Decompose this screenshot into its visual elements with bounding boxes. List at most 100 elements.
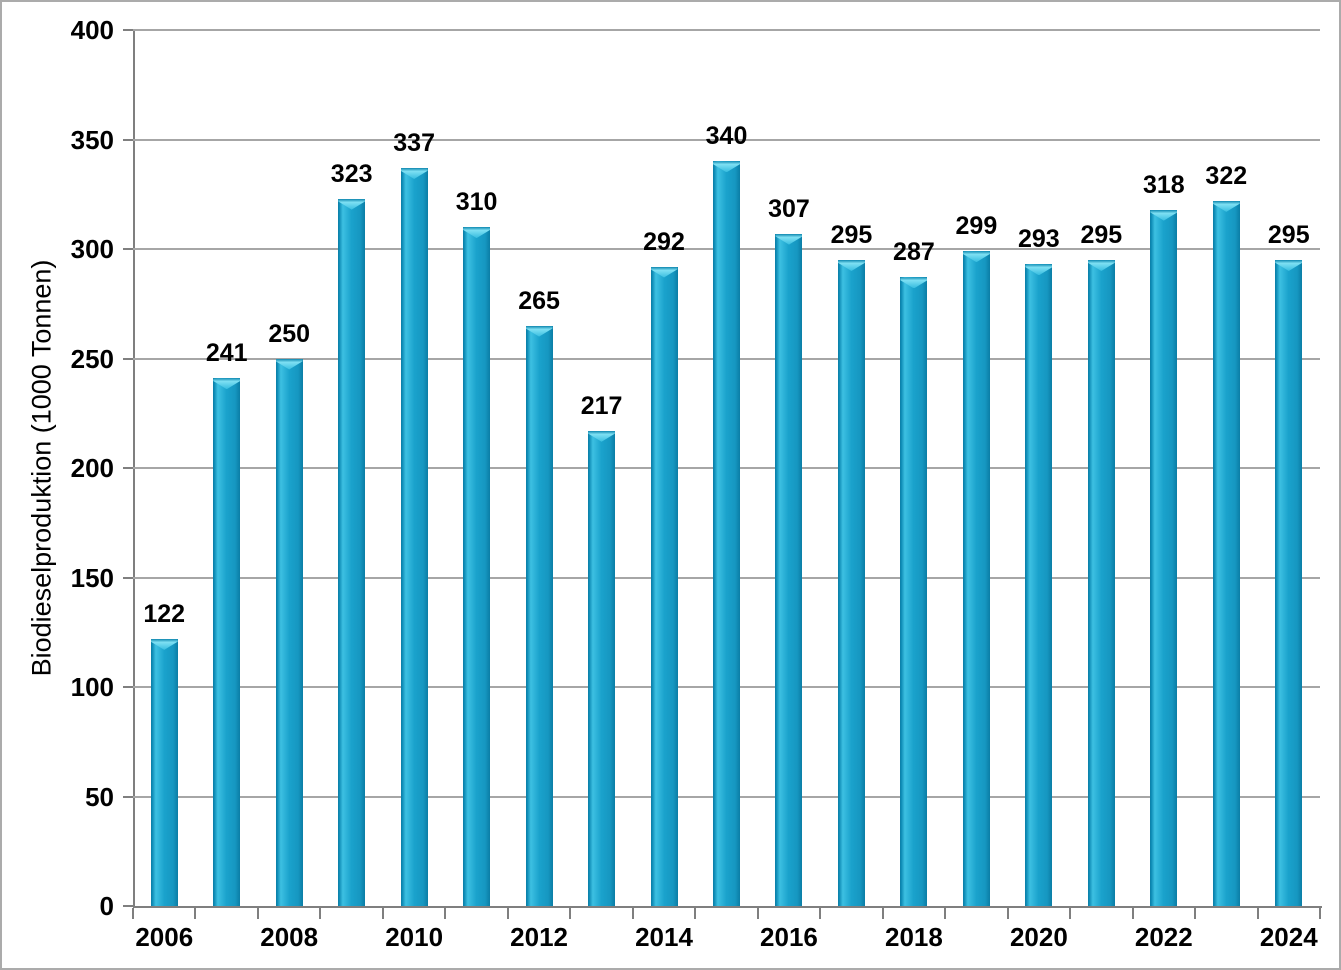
y-tick-label-50: 50 (85, 781, 114, 812)
x-axis-tick-13 (944, 908, 947, 919)
x-tick-label-2022: 2022 (1134, 922, 1193, 952)
x-axis-tick-7 (569, 908, 572, 919)
value-label-2022: 318 (1142, 170, 1185, 199)
x-axis-tick-12 (881, 908, 884, 919)
x-axis-tick-3 (319, 908, 322, 919)
x-tick-label-2006: 2006 (135, 922, 194, 952)
bar-cap-2011 (463, 227, 491, 239)
x-axis-tick-19 (1319, 908, 1321, 919)
y-axis-tick-300 (123, 248, 133, 250)
y-tick-label-100: 100 (70, 672, 114, 702)
x-tick-label-2008: 2008 (260, 922, 319, 952)
bar-2012 (525, 325, 553, 906)
x-axis-tick-14 (1006, 908, 1009, 919)
bar-cap-2014 (650, 266, 678, 278)
x-axis-tick-9 (694, 908, 697, 919)
bar-cap-2022 (1150, 209, 1178, 221)
x-axis-tick-6 (506, 908, 509, 919)
value-label-2015: 340 (705, 122, 748, 151)
x-tick-label-2016: 2016 (760, 922, 818, 952)
y-axis-tick-400 (123, 29, 133, 31)
x-tick-label-2010: 2010 (385, 922, 444, 952)
y-axis-tick-350 (123, 138, 133, 141)
bar-2008 (275, 358, 303, 906)
x-axis-tick-10 (756, 908, 759, 919)
value-label-2016: 307 (768, 194, 810, 223)
y-axis-tick-0 (123, 905, 133, 907)
value-label-2011: 310 (455, 188, 498, 217)
y-tick-label-300: 300 (70, 234, 114, 264)
y-axis-tick-50 (123, 795, 133, 798)
bar-cap-2012 (525, 325, 553, 337)
bar-2006 (150, 638, 178, 906)
value-label-2013: 217 (580, 391, 623, 420)
bar-cap-2015 (713, 161, 740, 173)
bar-cap-2007 (213, 378, 241, 390)
x-axis-tick-8 (631, 908, 634, 919)
bar-2019 (962, 251, 990, 906)
bar-2010 (400, 167, 428, 906)
bar-2009 (338, 198, 366, 906)
y-axis-tick-200 (123, 467, 133, 469)
value-label-2010: 337 (393, 128, 435, 157)
y-tick-label-0: 0 (99, 891, 114, 921)
y-tick-label-200: 200 (70, 453, 114, 483)
bar-2014 (650, 266, 678, 906)
x-axis-tick-0 (132, 908, 134, 919)
bar-cap-2019 (962, 251, 990, 263)
value-label-2019: 299 (955, 212, 998, 241)
value-label-2009: 323 (330, 159, 373, 188)
bar-2023 (1212, 200, 1240, 906)
value-label-2017: 295 (830, 220, 873, 249)
value-label-2012: 265 (518, 286, 560, 315)
value-label-2006: 122 (143, 599, 186, 628)
bar-cap-2017 (837, 259, 865, 271)
value-label-2021: 295 (1080, 220, 1123, 249)
bar-2020 (1025, 264, 1053, 906)
bar-cap-2009 (338, 198, 366, 210)
x-axis-tick-17 (1194, 908, 1197, 919)
bar-cap-2018 (900, 277, 928, 289)
x-axis-tick-16 (1131, 908, 1134, 919)
x-axis-tick-5 (444, 908, 447, 919)
y-axis-tick-250 (123, 357, 133, 360)
value-label-2014: 292 (643, 227, 685, 256)
bar-2022 (1150, 209, 1178, 906)
value-label-2023: 322 (1205, 161, 1248, 190)
bar-cap-2010 (400, 167, 428, 179)
gridline-400 (133, 29, 1320, 31)
y-axis-tick-100 (123, 686, 133, 688)
y-tick-label-250: 250 (70, 343, 114, 374)
bar-cap-2016 (775, 233, 803, 245)
y-tick-label-400: 400 (70, 15, 114, 45)
x-axis-tick-11 (819, 908, 822, 919)
bar-2018 (900, 277, 928, 906)
y-tick-label-150: 150 (70, 562, 114, 593)
bar-2024 (1275, 259, 1303, 906)
x-tick-label-2024: 2024 (1259, 922, 1318, 952)
bar-cap-2021 (1087, 259, 1115, 271)
y-tick-label-350: 350 (70, 124, 114, 155)
bar-cap-2024 (1275, 259, 1303, 271)
x-tick-label-2018: 2018 (884, 922, 943, 952)
bar-2021 (1087, 259, 1115, 906)
x-axis-tick-1 (194, 908, 197, 919)
value-label-2007: 241 (205, 339, 248, 368)
value-label-2020: 293 (1018, 225, 1060, 254)
bar-cap-2006 (150, 638, 178, 650)
x-axis-tick-2 (256, 908, 259, 919)
bar-cap-2023 (1212, 200, 1240, 212)
bar-2007 (213, 378, 241, 906)
x-axis-tick-4 (381, 908, 384, 919)
bar-cap-2020 (1025, 264, 1053, 276)
bar-2011 (463, 227, 491, 906)
x-axis-tick-18 (1256, 908, 1259, 919)
x-tick-label-2012: 2012 (510, 922, 568, 952)
value-label-2018: 287 (893, 238, 935, 267)
x-axis-tick-15 (1069, 908, 1072, 919)
plot-area (133, 30, 1322, 908)
bar-2015 (713, 161, 740, 906)
x-tick-label-2020: 2020 (1009, 922, 1068, 952)
x-tick-label-2014: 2014 (635, 922, 693, 952)
value-label-2008: 250 (268, 319, 311, 348)
